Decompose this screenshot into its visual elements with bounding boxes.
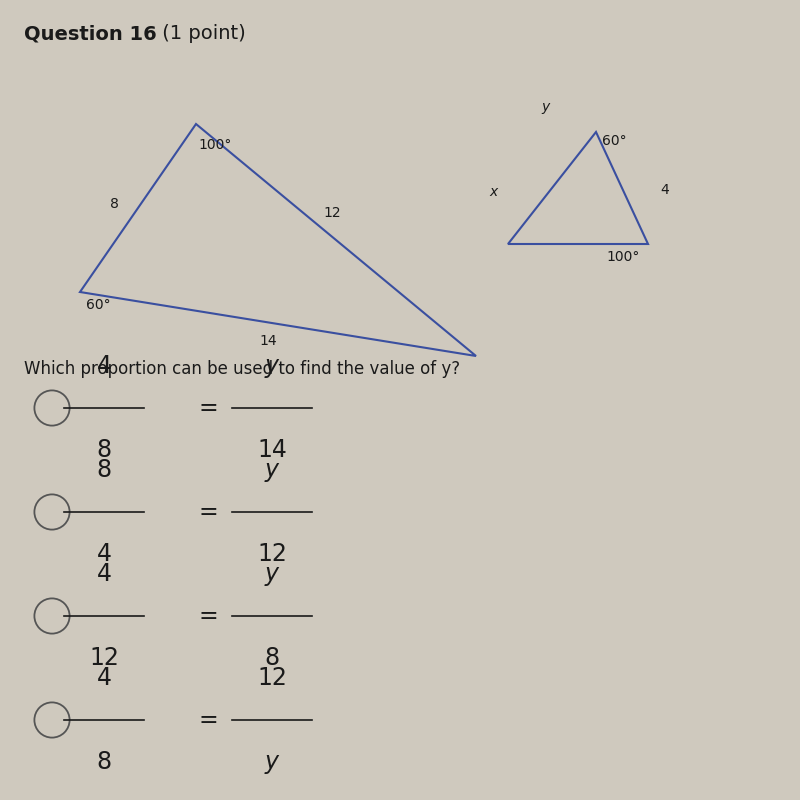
Text: (1 point): (1 point) — [156, 24, 246, 43]
Text: 8: 8 — [97, 750, 111, 774]
Text: 8: 8 — [97, 458, 111, 482]
Text: 4: 4 — [660, 183, 669, 198]
Text: =: = — [198, 708, 218, 732]
Text: Question 16: Question 16 — [24, 24, 157, 43]
Text: 4: 4 — [97, 562, 111, 586]
Text: y: y — [265, 750, 279, 774]
Text: 4: 4 — [97, 666, 111, 690]
Text: 8: 8 — [110, 197, 118, 211]
Text: 60°: 60° — [86, 298, 111, 312]
Text: 100°: 100° — [606, 250, 640, 264]
Text: y: y — [265, 458, 279, 482]
Text: y: y — [265, 562, 279, 586]
Text: 8: 8 — [97, 438, 111, 462]
Text: 12: 12 — [89, 646, 119, 670]
Text: 12: 12 — [323, 206, 341, 220]
Text: 12: 12 — [257, 542, 287, 566]
Text: 8: 8 — [265, 646, 279, 670]
Text: 14: 14 — [259, 334, 277, 349]
Text: 60°: 60° — [602, 134, 626, 149]
Text: x: x — [490, 185, 498, 199]
Text: y: y — [265, 354, 279, 378]
Text: =: = — [198, 604, 218, 628]
Text: =: = — [198, 396, 218, 420]
Text: 4: 4 — [97, 354, 111, 378]
Text: 4: 4 — [97, 542, 111, 566]
Text: y: y — [542, 100, 550, 114]
Text: 100°: 100° — [198, 138, 232, 152]
Text: =: = — [198, 500, 218, 524]
Text: 14: 14 — [257, 438, 287, 462]
Text: 12: 12 — [257, 666, 287, 690]
Text: Which proportion can be used to find the value of y?: Which proportion can be used to find the… — [24, 360, 460, 378]
